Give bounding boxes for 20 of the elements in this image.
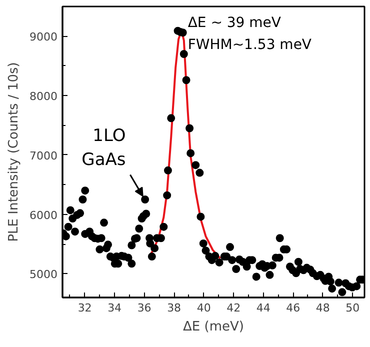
y-tick-label: 9000 xyxy=(30,30,58,44)
x-tick-label: 48 xyxy=(316,302,330,314)
y-tick-label: 8000 xyxy=(30,90,58,104)
annotation: 1LO GaAs xyxy=(82,126,126,170)
y-tick-label: 7000 xyxy=(30,149,58,162)
annotation: ΔE ~ 39 meV xyxy=(188,15,282,32)
y-axis-title: PLE Intensity (Counts / 10s) xyxy=(6,62,22,242)
x-axis-title: ΔE (meV) xyxy=(183,320,244,334)
x-tick-label: 34 xyxy=(108,302,122,314)
x-tick-label: 50 xyxy=(346,302,360,314)
y-tick-label: 6000 xyxy=(30,208,58,222)
x-tick-label: 44 xyxy=(256,302,270,314)
x-tick-label: 40 xyxy=(196,302,211,314)
x-tick-label: 32 xyxy=(78,302,92,314)
x-tick-label: 46 xyxy=(286,302,300,314)
x-tick-label: 42 xyxy=(226,302,241,314)
x-tick-label: 36 xyxy=(137,302,152,314)
x-tick-label: 38 xyxy=(167,302,182,314)
y-tick-label: 5000 xyxy=(30,268,58,282)
annotation: FWHM~1.53 meV xyxy=(188,37,312,54)
